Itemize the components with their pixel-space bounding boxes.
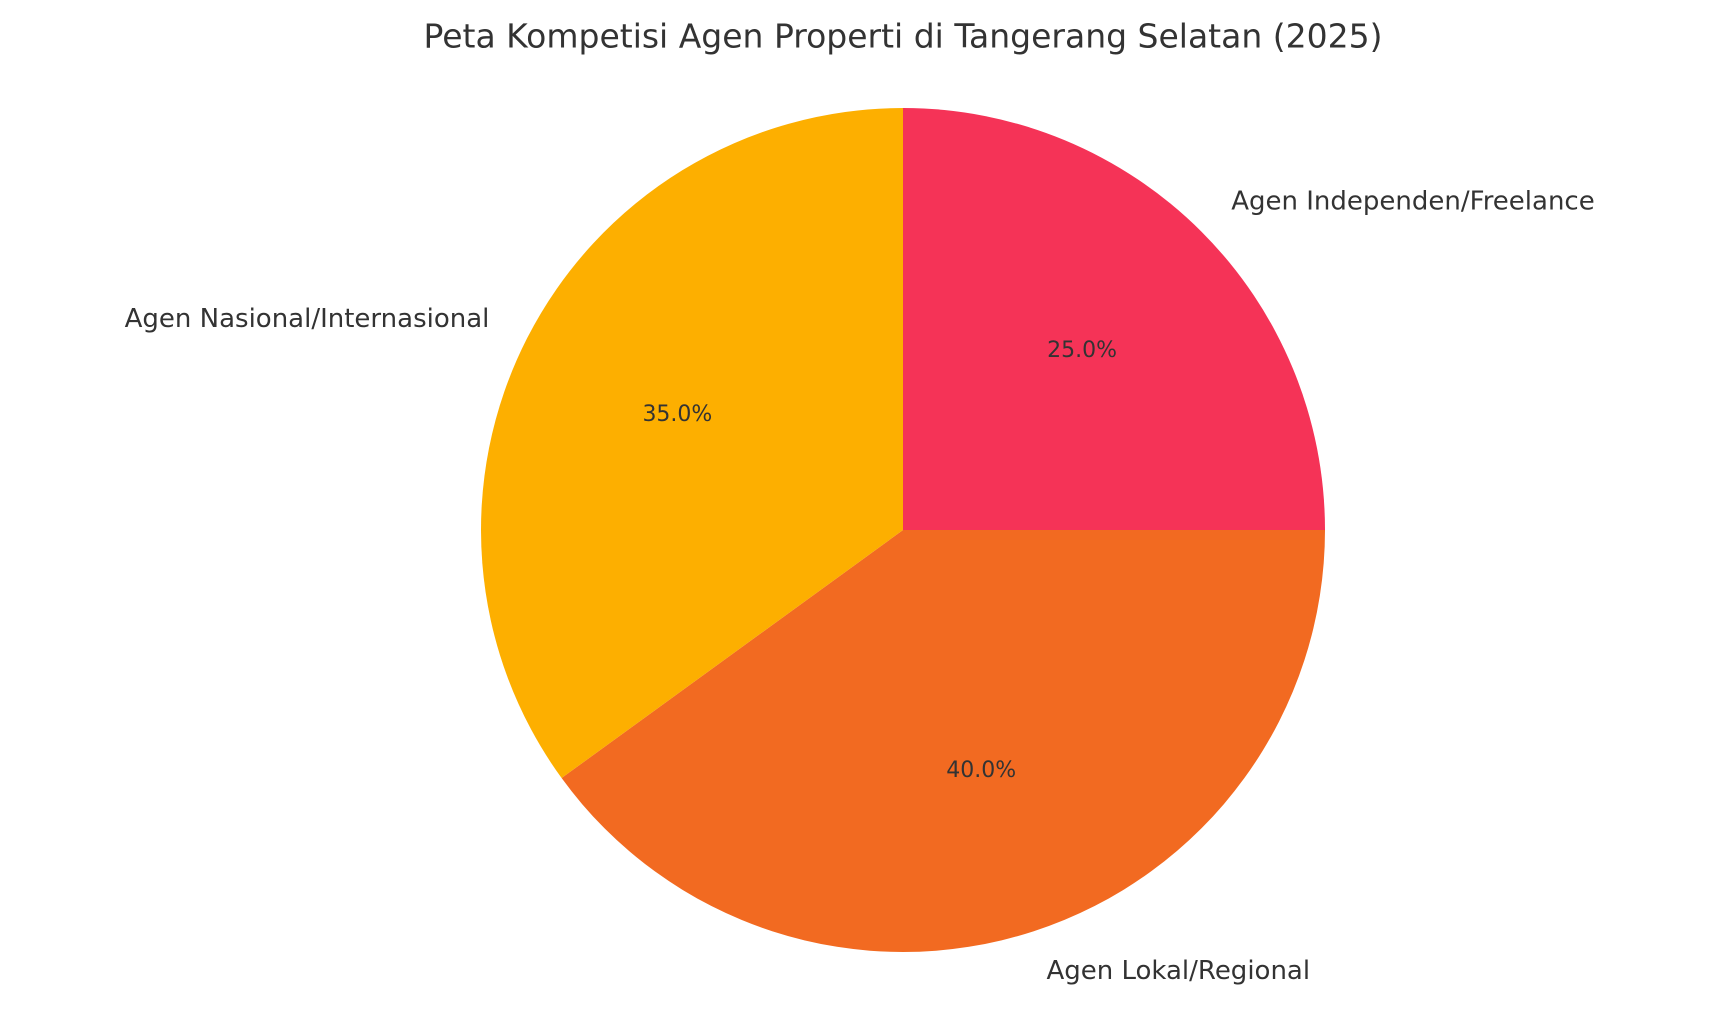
slice-label: Agen Nasional/Internasional: [125, 304, 490, 334]
pie-slice: [903, 108, 1325, 530]
slice-label: Agen Independen/Freelance: [1231, 186, 1595, 216]
value-label: 25.0%: [1047, 338, 1117, 363]
value-label: 40.0%: [946, 758, 1016, 783]
pie-slice: [561, 530, 1325, 953]
chart-title: Peta Kompetisi Agen Properti di Tangeran…: [424, 17, 1383, 56]
value-label: 35.0%: [642, 402, 712, 427]
slice-label: Agen Lokal/Regional: [1046, 956, 1310, 986]
pie-slice: [481, 108, 903, 779]
